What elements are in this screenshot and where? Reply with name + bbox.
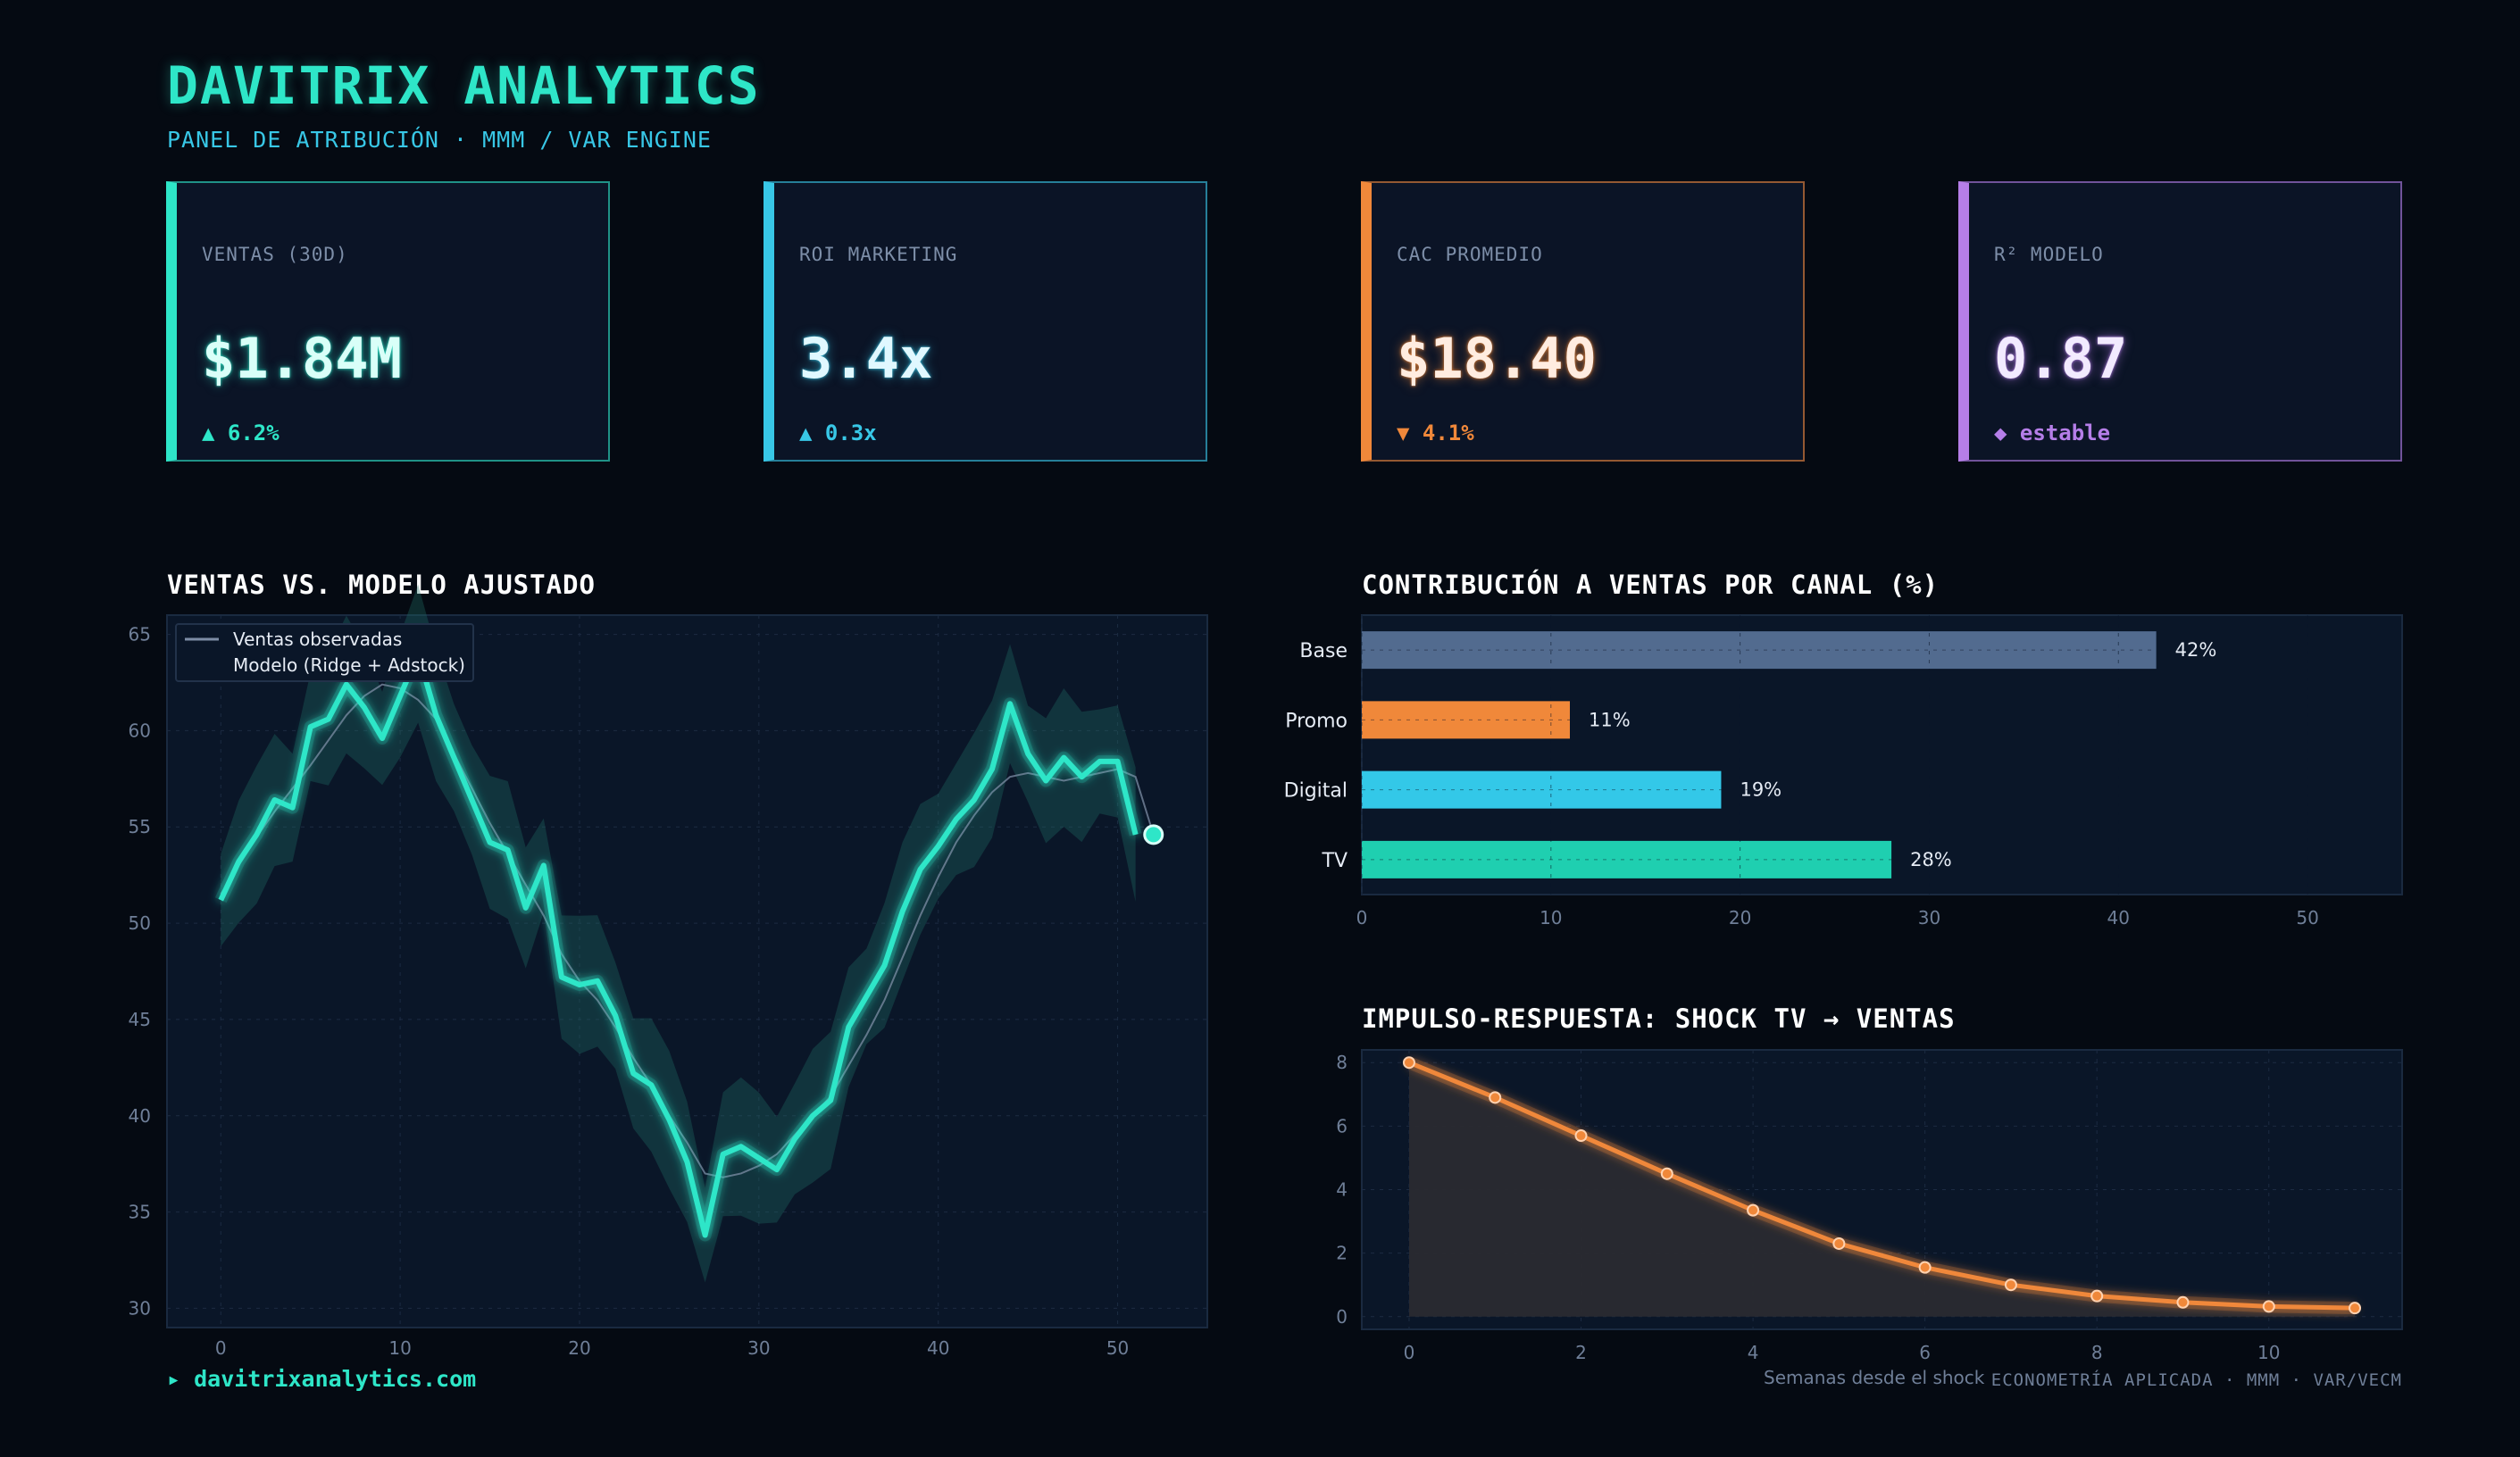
legend-label: Modelo (Ridge + Adstock) bbox=[233, 654, 465, 676]
x-axis-label: Semanas desde el shock bbox=[1764, 1367, 1985, 1388]
irf-point bbox=[1574, 1129, 1588, 1143]
kpi-card-ventas: VENTAS (30D) $1.84M ▲ 6.2% bbox=[166, 181, 610, 462]
y-tick-label: 60 bbox=[129, 720, 151, 741]
category-label: Base bbox=[1299, 640, 1348, 662]
y-tick-label: 35 bbox=[129, 1202, 151, 1223]
irf-point bbox=[1489, 1091, 1502, 1104]
bar-promo bbox=[1362, 701, 1570, 739]
irf-point bbox=[1747, 1203, 1760, 1217]
kpi-card-cac: CAC PROMEDIO $18.40 ▼ 4.1% bbox=[1361, 181, 1805, 462]
x-tick-label: 0 bbox=[1404, 1342, 1415, 1363]
brand-title: DAVITRIX ANALYTICS bbox=[167, 55, 761, 116]
kpi-card-roi: ROI MARKETING 3.4x ▲ 0.3x bbox=[764, 181, 1207, 462]
bar-base bbox=[1362, 631, 2157, 670]
irf-point bbox=[2090, 1289, 2104, 1303]
y-tick-label: 50 bbox=[129, 912, 151, 934]
kpi-delta: ▲ 0.3x bbox=[799, 420, 877, 445]
y-tick-label: 6 bbox=[1336, 1115, 1348, 1136]
x-tick-label: 0 bbox=[1356, 907, 1368, 928]
x-tick-label: 20 bbox=[1729, 907, 1751, 928]
x-tick-label: 10 bbox=[388, 1337, 411, 1359]
x-tick-label: 10 bbox=[2257, 1342, 2280, 1363]
x-tick-label: 40 bbox=[927, 1337, 949, 1359]
sales-chart-title: VENTAS VS. MODELO AJUSTADO bbox=[167, 570, 596, 600]
x-tick-label: 30 bbox=[747, 1337, 770, 1359]
y-tick-label: 45 bbox=[129, 1009, 151, 1030]
irf-point bbox=[1660, 1167, 1673, 1180]
kpi-label: R² MODELO bbox=[1994, 244, 2104, 265]
kpi-label: VENTAS (30D) bbox=[202, 244, 348, 265]
x-tick-label: 40 bbox=[2107, 907, 2130, 928]
bar-digital bbox=[1362, 770, 1722, 809]
irf-point bbox=[1832, 1236, 1846, 1250]
kpi-value: $1.84M bbox=[202, 326, 402, 391]
irf-point bbox=[2004, 1278, 2017, 1292]
x-tick-label: 50 bbox=[1106, 1337, 1129, 1359]
legend: Ventas observadas Modelo (Ridge + Adstock… bbox=[175, 623, 474, 682]
x-tick-label: 6 bbox=[1919, 1342, 1931, 1363]
x-tick-label: 50 bbox=[2296, 907, 2318, 928]
irf-line bbox=[1408, 1060, 2356, 1311]
last-point-marker bbox=[1143, 824, 1164, 845]
irf-point bbox=[1918, 1261, 1932, 1274]
x-tick-label: 4 bbox=[1748, 1342, 1759, 1363]
website-link[interactable]: ▸ davitrixanalytics.com bbox=[167, 1366, 477, 1392]
x-tick-label: 10 bbox=[1540, 907, 1562, 928]
legend-box bbox=[175, 623, 474, 682]
bar-value-label: 11% bbox=[1589, 709, 1631, 730]
kpi-value: 0.87 bbox=[1994, 326, 2128, 391]
y-tick-label: 65 bbox=[129, 624, 151, 645]
bar-value-label: 42% bbox=[2175, 639, 2217, 661]
irf-point bbox=[2176, 1295, 2190, 1309]
kpi-value: 3.4x bbox=[799, 326, 933, 391]
category-label: Digital bbox=[1284, 780, 1348, 803]
y-tick-label: 55 bbox=[129, 816, 151, 837]
irf-point bbox=[2262, 1300, 2275, 1313]
x-tick-label: 8 bbox=[2091, 1342, 2103, 1363]
footer-tagline: ECONOMETRÍA APLICADA · MMM · VAR/VECM bbox=[1990, 1370, 2402, 1390]
y-tick-label: 2 bbox=[1336, 1243, 1348, 1264]
irf-area-chart: 0 2 4 6 8 10 0 2 4 6 8 Semanas desde el shock bbox=[1336, 1049, 2403, 1388]
kpi-value: $18.40 bbox=[1397, 326, 1597, 391]
kpi-delta: ▲ 6.2% bbox=[202, 420, 280, 445]
plot-area bbox=[166, 614, 1208, 1328]
model-line bbox=[220, 683, 1155, 1178]
irf-point bbox=[2349, 1302, 2362, 1315]
irf-area-fill bbox=[1408, 1062, 2356, 1317]
bar-tv bbox=[1362, 840, 1892, 878]
kpi-label: ROI MARKETING bbox=[799, 244, 958, 265]
y-tick-label: 40 bbox=[129, 1105, 151, 1127]
kpi-delta: ◆ estable bbox=[1994, 420, 2111, 445]
observed-line bbox=[218, 651, 1139, 1238]
irf-point bbox=[1402, 1056, 1415, 1070]
y-tick-label: 4 bbox=[1336, 1179, 1348, 1201]
kpi-card-r2: R² MODELO 0.87 ◆ estable bbox=[1958, 181, 2402, 462]
irf-chart-title: IMPULSO-RESPUESTA: SHOCK TV → VENTAS bbox=[1362, 1003, 1956, 1034]
x-tick-label: 2 bbox=[1575, 1342, 1587, 1363]
bar-value-label: 19% bbox=[1740, 779, 1782, 801]
x-tick-label: 30 bbox=[1918, 907, 1940, 928]
sales-plot: 0 10 20 30 40 50 30 35 40 45 50 55 60 65 Ventas observ… bbox=[129, 584, 1208, 1359]
bar-value-label: 28% bbox=[1910, 849, 1952, 870]
y-tick-label: 30 bbox=[129, 1297, 151, 1319]
category-label: TV bbox=[1322, 850, 1348, 872]
x-tick-label: 20 bbox=[568, 1337, 590, 1359]
brand-subtitle: PANEL DE ATRIBUCIÓN · MMM / VAR ENGINE bbox=[167, 127, 712, 153]
x-tick-label: 0 bbox=[215, 1337, 227, 1359]
channel-bar-chart: Base 42% Promo 11% Digital 19% TV 28% 0 10 20 30 40 5… bbox=[1284, 614, 2403, 928]
kpi-delta: ▼ 4.1% bbox=[1397, 420, 1474, 445]
y-tick-label: 8 bbox=[1336, 1052, 1348, 1073]
category-label: Promo bbox=[1285, 710, 1348, 732]
channel-chart-title: CONTRIBUCIÓN A VENTAS POR CANAL (%) bbox=[1362, 570, 1940, 600]
confidence-band bbox=[221, 584, 1136, 1283]
kpi-label: CAC PROMEDIO bbox=[1397, 244, 1543, 265]
legend-label: Ventas observadas bbox=[233, 629, 402, 650]
y-tick-label: 0 bbox=[1336, 1306, 1348, 1328]
